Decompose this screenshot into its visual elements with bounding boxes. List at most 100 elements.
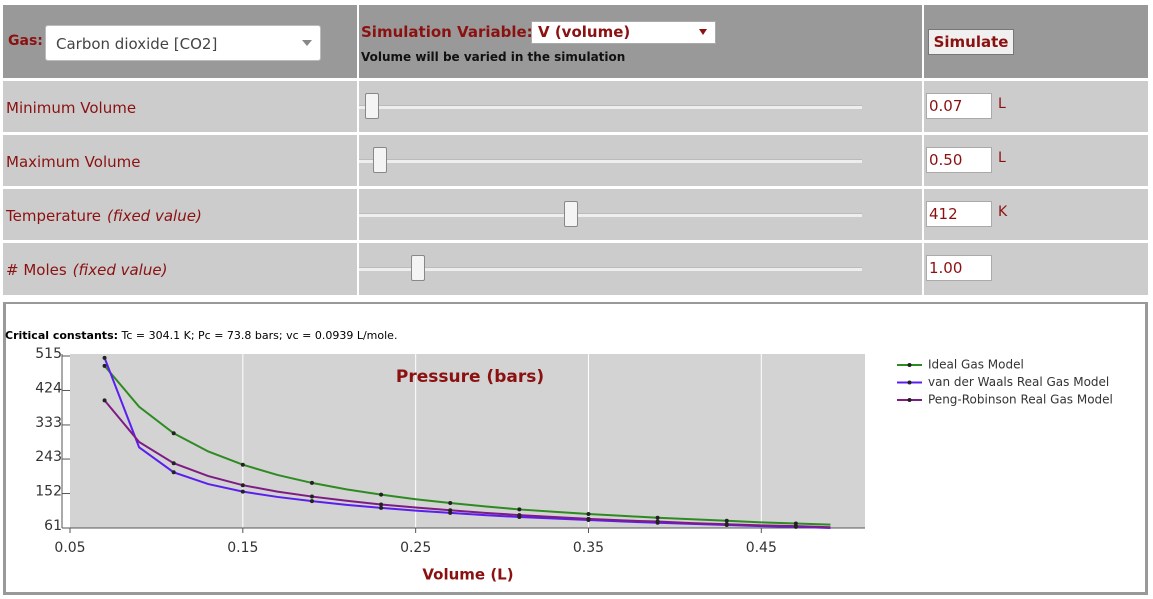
- gas-value: Carbon dioxide [CO2]: [56, 35, 218, 53]
- sim-var-label: Simulation Variable:: [361, 23, 533, 41]
- row-label-cell: Maximum Volume: [3, 135, 359, 189]
- data-point: [517, 507, 522, 512]
- legend-dot: [907, 380, 912, 385]
- data-point: [655, 519, 660, 524]
- y-tick-label: 61: [44, 518, 62, 534]
- data-point: [240, 483, 245, 488]
- x-tick-label: 0.45: [746, 540, 777, 556]
- data-point: [171, 461, 176, 466]
- simulate-button[interactable]: Simulate: [928, 29, 1014, 55]
- data-point: [309, 480, 314, 485]
- data-point: [171, 431, 176, 436]
- series-line: [103, 365, 831, 526]
- data-point: [724, 518, 729, 523]
- input-cell: 1.00: [924, 243, 1148, 298]
- slider-track: [359, 267, 862, 271]
- data-point: [586, 516, 591, 521]
- dropdown-arrow: [302, 40, 312, 51]
- unit: L: [998, 150, 1006, 166]
- x-tick-label: 0.05: [54, 540, 85, 556]
- data-point: [240, 462, 245, 467]
- x-axis-label: Volume (L): [422, 566, 513, 584]
- sim-var-select[interactable]: V (volume): [531, 21, 716, 44]
- slider-cell: [359, 189, 924, 243]
- slider-track: [359, 105, 862, 109]
- critical-label: Critical constants:: [5, 329, 118, 342]
- data-point: [655, 515, 660, 520]
- legend-label: van der Waals Real Gas Model: [928, 375, 1109, 389]
- slider-cell: [359, 243, 924, 298]
- legend-label: Peng-Robinson Real Gas Model: [928, 393, 1113, 407]
- chart: Critical constants: Tc = 304.1 K; Pc = 7…: [5, 329, 1113, 584]
- critical-constants: Critical constants: Tc = 304.1 K; Pc = 7…: [5, 329, 397, 342]
- y-tick-label: 243: [35, 449, 62, 465]
- control-panel: Gas: Carbon dioxide [CO2] Simulation Var…: [3, 5, 1148, 298]
- slider-thumb[interactable]: [564, 201, 578, 227]
- row-note: (fixed value): [107, 207, 202, 225]
- input-cell: 0.07 L: [924, 81, 1148, 135]
- row-note: (fixed value): [72, 261, 168, 279]
- y-tick-label: 424: [35, 380, 62, 396]
- row-label: Maximum Volume: [6, 153, 140, 171]
- sim-var-cell: Simulation Variable: V (volume) Volume w…: [359, 5, 924, 81]
- data-point: [309, 494, 314, 499]
- row-label: # Moles (fixed value): [6, 261, 167, 279]
- value-input[interactable]: 0.50: [926, 147, 992, 173]
- row-label: Minimum Volume: [6, 99, 136, 117]
- legend-dot: [907, 363, 912, 367]
- x-tick-label: 0.15: [227, 540, 258, 556]
- simulate-cell: Simulate: [924, 5, 1148, 81]
- gas-cell: Gas: Carbon dioxide [CO2]: [3, 5, 359, 81]
- row-label-text: # Moles: [6, 261, 67, 279]
- data-point: [448, 500, 453, 505]
- input-cell: 0.50 L: [924, 135, 1148, 189]
- dropdown-arrow: [699, 29, 707, 39]
- row-label: Temperature (fixed value): [6, 207, 202, 225]
- slider-cell: [359, 81, 924, 135]
- y-tick-label: 515: [35, 346, 62, 362]
- value-input[interactable]: 1.00: [926, 255, 992, 281]
- value-input[interactable]: 0.07: [926, 93, 992, 119]
- data-point: [724, 522, 729, 527]
- gas-select[interactable]: Carbon dioxide [CO2]: [45, 25, 321, 61]
- row-label-cell: Temperature (fixed value): [3, 189, 359, 243]
- legend-dot: [907, 398, 912, 402]
- gas-label: Gas:: [8, 33, 43, 49]
- y-tick-label: 333: [35, 415, 62, 431]
- sim-var-note: Volume will be varied in the simulation: [361, 50, 626, 64]
- x-tick-label: 0.25: [400, 540, 431, 556]
- chart-title: Pressure (bars): [396, 367, 544, 387]
- unit: K: [998, 204, 1008, 220]
- series-line: [103, 399, 831, 529]
- row-label-cell: # Moles (fixed value): [3, 243, 359, 298]
- data-point: [379, 505, 384, 510]
- row-label-text: Maximum Volume: [6, 153, 141, 171]
- data-point: [309, 499, 314, 504]
- row-label-cell: Minimum Volume: [3, 81, 359, 135]
- critical-text: Tc = 304.1 K; Pc = 73.8 bars; vc = 0.093…: [121, 329, 398, 342]
- data-point: [793, 524, 798, 529]
- data-point: [102, 398, 107, 403]
- input-cell: 412 K: [924, 189, 1148, 243]
- slider-thumb[interactable]: [373, 147, 387, 173]
- data-point: [448, 508, 453, 513]
- row-label-text: Temperature: [6, 207, 102, 225]
- slider-thumb[interactable]: [365, 93, 379, 119]
- slider-cell: [359, 135, 924, 189]
- data-point: [586, 511, 591, 516]
- data-point: [517, 513, 522, 518]
- data-point: [240, 489, 245, 494]
- slider-thumb[interactable]: [411, 255, 425, 281]
- unit: L: [998, 96, 1006, 112]
- legend-label: Ideal Gas Model: [928, 358, 1024, 372]
- y-tick-label: 152: [35, 484, 62, 500]
- sim-var-value: V (volume): [538, 23, 631, 41]
- data-point: [102, 355, 107, 360]
- data-point: [379, 502, 384, 507]
- data-point: [102, 363, 107, 368]
- x-tick-label: 0.35: [573, 540, 604, 556]
- data-point: [171, 470, 176, 475]
- row-label-text: Minimum Volume: [6, 99, 137, 117]
- value-input[interactable]: 412: [926, 201, 992, 227]
